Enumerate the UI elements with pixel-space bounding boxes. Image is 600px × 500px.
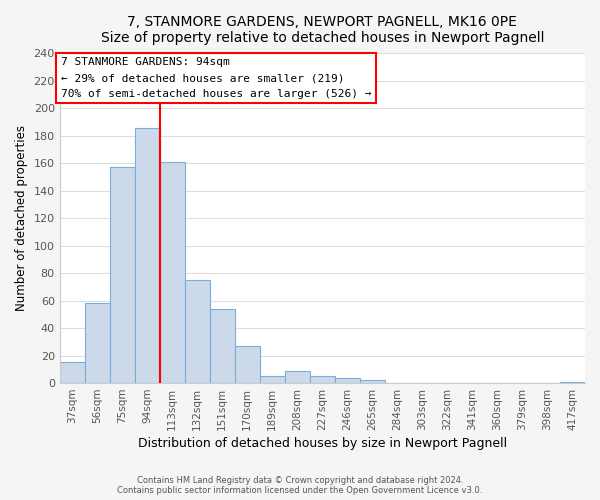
Bar xyxy=(360,380,385,383)
Bar xyxy=(210,309,235,383)
Bar xyxy=(235,346,260,383)
Bar xyxy=(59,362,85,383)
Y-axis label: Number of detached properties: Number of detached properties xyxy=(15,125,28,311)
Text: Contains HM Land Registry data © Crown copyright and database right 2024.
Contai: Contains HM Land Registry data © Crown c… xyxy=(118,476,482,495)
Bar xyxy=(110,168,135,383)
Bar xyxy=(310,376,335,383)
Bar xyxy=(85,304,110,383)
Bar xyxy=(185,280,210,383)
Bar xyxy=(260,376,285,383)
Title: 7, STANMORE GARDENS, NEWPORT PAGNELL, MK16 0PE
Size of property relative to deta: 7, STANMORE GARDENS, NEWPORT PAGNELL, MK… xyxy=(101,15,544,45)
Bar xyxy=(160,162,185,383)
Bar xyxy=(560,382,585,383)
Bar xyxy=(335,378,360,383)
Bar xyxy=(135,128,160,383)
Text: 7 STANMORE GARDENS: 94sqm
← 29% of detached houses are smaller (219)
70% of semi: 7 STANMORE GARDENS: 94sqm ← 29% of detac… xyxy=(61,58,371,98)
X-axis label: Distribution of detached houses by size in Newport Pagnell: Distribution of detached houses by size … xyxy=(138,437,507,450)
Bar xyxy=(285,370,310,383)
